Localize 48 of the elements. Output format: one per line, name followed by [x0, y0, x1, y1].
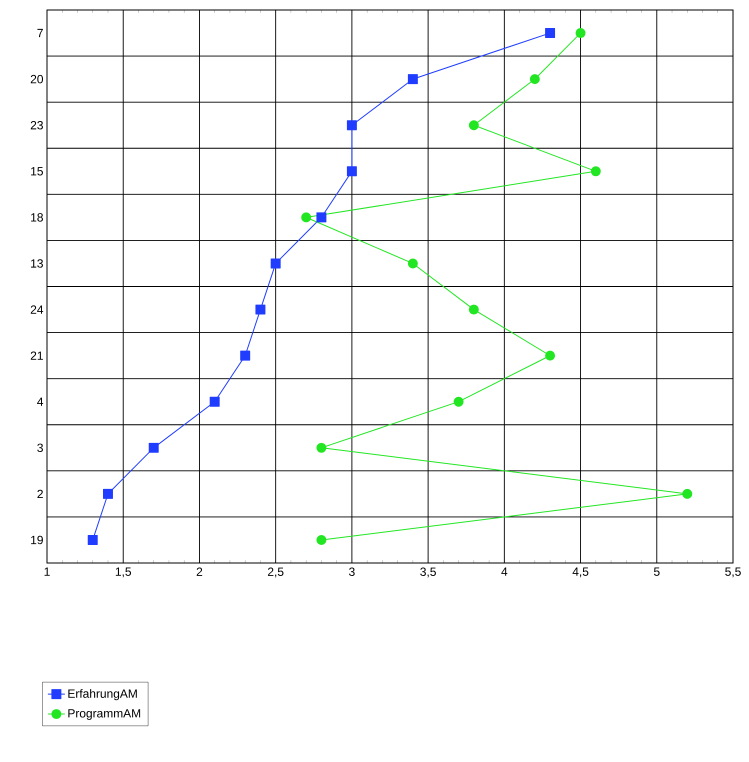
y-tick-label: 3	[37, 444, 43, 452]
point	[316, 442, 326, 453]
x-tick-label: 3	[349, 568, 355, 576]
point	[576, 28, 586, 38]
point	[454, 396, 464, 407]
point	[88, 534, 98, 545]
x-tick-label: 3,5	[420, 568, 436, 578]
y-tick-label: 19	[31, 536, 43, 544]
y-tick-label: 24	[30, 305, 44, 314]
x-tick-label: 4	[501, 568, 508, 576]
y-tick-label: 20	[30, 74, 44, 84]
point	[682, 488, 692, 499]
point	[530, 74, 540, 84]
y-tick-label: 7	[37, 28, 43, 38]
point	[346, 120, 357, 130]
point	[545, 350, 556, 361]
x-tick-label: 5	[654, 568, 660, 576]
point	[408, 74, 418, 84]
point	[545, 28, 556, 38]
point	[468, 120, 479, 130]
legend-label: ErfahrungAM	[68, 689, 137, 700]
point	[590, 166, 601, 176]
point	[210, 396, 220, 407]
y-tick-label: 15	[31, 167, 43, 176]
y-tick-label: 2	[37, 490, 43, 498]
point	[270, 258, 281, 268]
y-tick-label: 23	[30, 120, 43, 130]
y-tick-label: 21	[30, 351, 43, 360]
y-tick-label: 4	[37, 398, 44, 406]
legend-label: ProgrammAM	[68, 709, 140, 720]
point	[468, 304, 479, 315]
point	[301, 212, 312, 222]
point	[316, 212, 326, 222]
y-tick-label: 18	[31, 213, 43, 222]
point	[240, 350, 250, 361]
x-tick-label: 1	[44, 568, 50, 576]
point	[316, 534, 326, 545]
point	[255, 304, 266, 315]
x-tick-label: 1,5	[116, 568, 132, 578]
x-tick-label: 4,5	[572, 568, 588, 578]
x-tick-label: 2,5	[268, 568, 284, 578]
x-tick-label: 2	[196, 568, 202, 576]
point	[102, 488, 113, 499]
point	[346, 166, 357, 176]
y-tick-label: 13	[31, 259, 43, 268]
point	[148, 442, 159, 453]
point	[408, 258, 418, 268]
x-tick-label: 5,5	[725, 568, 741, 578]
